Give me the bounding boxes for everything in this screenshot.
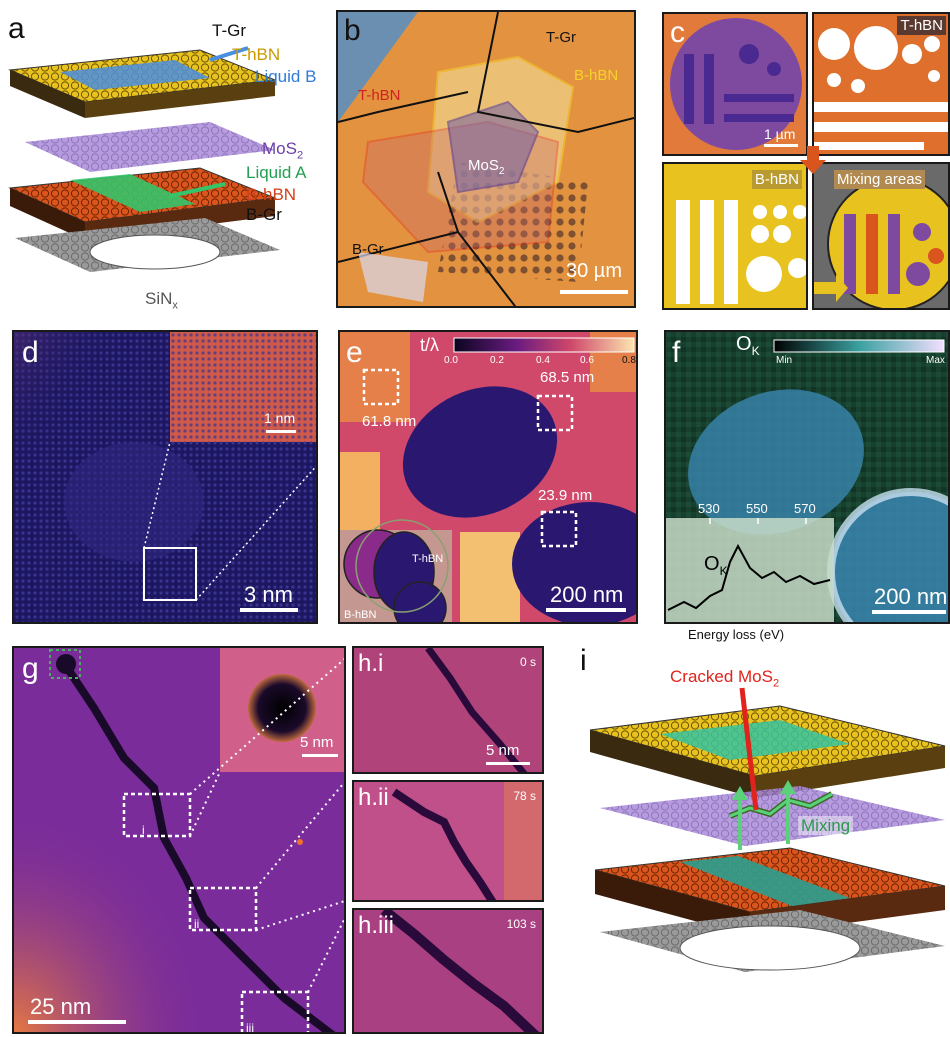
scalebar-g: [28, 1020, 126, 1024]
panel-c-tile-1: c 1 µm: [662, 12, 808, 156]
panel-h-frame-iii: h.iii 103 s: [352, 908, 544, 1034]
colorbar-tick-e-0: 0.0: [444, 355, 458, 366]
colorbar-title-e: t/λ: [420, 335, 440, 355]
map-title-f: OK: [736, 333, 760, 358]
label-cracked-mos2: Cracked MoS2: [670, 667, 780, 690]
scalebar-label-d: 3 nm: [244, 582, 293, 607]
frame-time-h-ii: 78 s: [513, 789, 536, 803]
panel-h-frame-ii: h.ii 78 s: [352, 780, 544, 902]
panel-d-stem-image: d 1 nm 3 nm: [12, 330, 318, 624]
panel-label-e: e: [346, 336, 363, 369]
panel-f-eels-map: f OK Min Max 530 550 570 OK 200 nm: [664, 330, 950, 624]
frame-label-h-ii: h.ii: [358, 784, 389, 811]
label-c-mixing: Mixing areas: [834, 170, 926, 189]
eels-spectrum-line: [667, 543, 831, 611]
inset-e-t-hbn: T-hBN: [412, 553, 444, 565]
label-liquid-b: Liquid B: [255, 67, 317, 86]
label-mixing: Mixing: [798, 816, 854, 835]
thickness-label-e-0: 61.8 nm: [362, 413, 417, 430]
spectrum-tick-f-0: 530: [698, 501, 720, 516]
label-c-t-hbn: T-hBN: [897, 16, 946, 35]
panel-i-stack-diagram: [589, 687, 946, 972]
scalebar-label-c: 1 µm: [764, 126, 796, 142]
panel-c-tile-3: B-hBN: [662, 162, 808, 310]
label-t-gr: T-Gr: [212, 21, 246, 40]
label-c-b-hbn: B-hBN: [751, 170, 802, 189]
frame-label-h-i: h.i: [358, 650, 384, 677]
scalebar-f: [872, 610, 946, 614]
frame-label-h-iii: h.iii: [358, 912, 395, 939]
scalebar-d: [240, 608, 298, 612]
label-b-b-hbn: B-hBN: [574, 67, 619, 84]
panel-c-tile-4: Mixing areas: [812, 162, 950, 310]
panel-label-c: c: [670, 16, 685, 49]
liquid-a-pocket: [70, 174, 195, 212]
scalebar-h: [486, 762, 530, 765]
label-mos2: MoS2: [262, 139, 304, 162]
spectrum-tick-f-2: 570: [794, 501, 816, 516]
scalebar-e: [546, 608, 626, 612]
colorbar-tick-e-3: 0.6: [580, 355, 594, 366]
panel-a: a: [0, 0, 330, 330]
panel-a-stack-diagram: [8, 46, 280, 272]
mos2-outline: [446, 100, 540, 194]
label-t-hbn: T-hBN: [232, 45, 281, 64]
panel-label-b: b: [344, 14, 361, 47]
scalebar-label-g: 25 nm: [30, 994, 92, 1019]
colorbar-min-f: Min: [776, 355, 793, 366]
label-liquid-a: Liquid A: [246, 163, 307, 182]
scalebar-label-d-inset: 1 nm: [264, 410, 296, 426]
liquid-b-pocket: [60, 60, 210, 90]
panel-e-thickness-map: e t/λ 0.0 0.2 0.4 0.6 0.8 61.8 nm 68.5 n…: [338, 330, 638, 624]
panel-label-g: g: [22, 652, 39, 685]
panel-h-frame-i: h.i 0 s 5 nm: [352, 646, 544, 774]
scalebar-label-f: 200 nm: [874, 584, 948, 609]
pocket-e-1: [402, 386, 558, 518]
panel-g-crack-image: g 5 nm i ii iii 25 nm: [12, 646, 346, 1034]
label-b-t-gr: T-Gr: [546, 29, 576, 46]
spectrum-label-f: OK: [704, 553, 728, 578]
panel-label-a: a: [8, 12, 25, 45]
label-b-hbn: B-hBN: [246, 185, 297, 204]
label-sinx: SiNx: [145, 289, 178, 312]
sinx-window: [89, 234, 221, 270]
scalebar-label-b: 30 µm: [566, 260, 622, 282]
scalebar-g-inset: [302, 754, 338, 757]
thickness-label-e-2: 23.9 nm: [538, 487, 593, 504]
scalebar-label-g-inset: 5 nm: [300, 734, 334, 751]
scalebar-d-inset: [266, 430, 296, 433]
colorbar-max-f: Max: [926, 355, 945, 366]
colorbar-tick-e-1: 0.2: [490, 355, 504, 366]
colorbar-tick-e-2: 0.4: [536, 355, 550, 366]
inset-e-b-hbn: B-hBN: [344, 609, 377, 621]
panel-label-f: f: [672, 336, 681, 369]
panel-i: i Cracked MoS2 Mixing: [560, 640, 950, 1037]
colorbar-tick-e-4: 0.8: [622, 355, 636, 366]
scalebar-label-h: 5 nm: [486, 742, 520, 759]
panel-b-map: [338, 12, 634, 306]
scalebar-label-e: 200 nm: [550, 582, 624, 607]
thickness-label-e-1: 68.5 nm: [540, 369, 595, 386]
crack-line: [62, 662, 336, 1032]
mos2-layer: [25, 122, 275, 172]
scalebar-b: [560, 290, 628, 294]
panel-b-optical-image: b T-Gr B-hBN T-hBN MoS2 B-Gr 30 µm: [336, 10, 636, 308]
roi-label-i: i: [142, 823, 145, 837]
spectrum-tick-f-1: 550: [746, 501, 768, 516]
scalebar-c: [764, 144, 798, 147]
label-b-t-hbn: T-hBN: [358, 87, 401, 104]
panel-label-i: i: [580, 644, 587, 677]
label-b-b-gr: B-Gr: [352, 241, 384, 258]
xlabel-f: Energy loss (eV): [688, 627, 785, 642]
frame-time-h-iii: 103 s: [506, 917, 536, 931]
label-b-gr: B-Gr: [246, 205, 282, 224]
label-b-mos2: MoS2: [468, 157, 505, 177]
panel-c-tile-2: T-hBN: [812, 12, 950, 156]
panel-label-d: d: [22, 336, 39, 369]
frame-time-h-i: 0 s: [519, 655, 536, 669]
panel-c-arrow: [800, 146, 826, 174]
roi-label-iii: iii: [246, 1021, 254, 1034]
roi-label-ii: ii: [194, 917, 200, 931]
